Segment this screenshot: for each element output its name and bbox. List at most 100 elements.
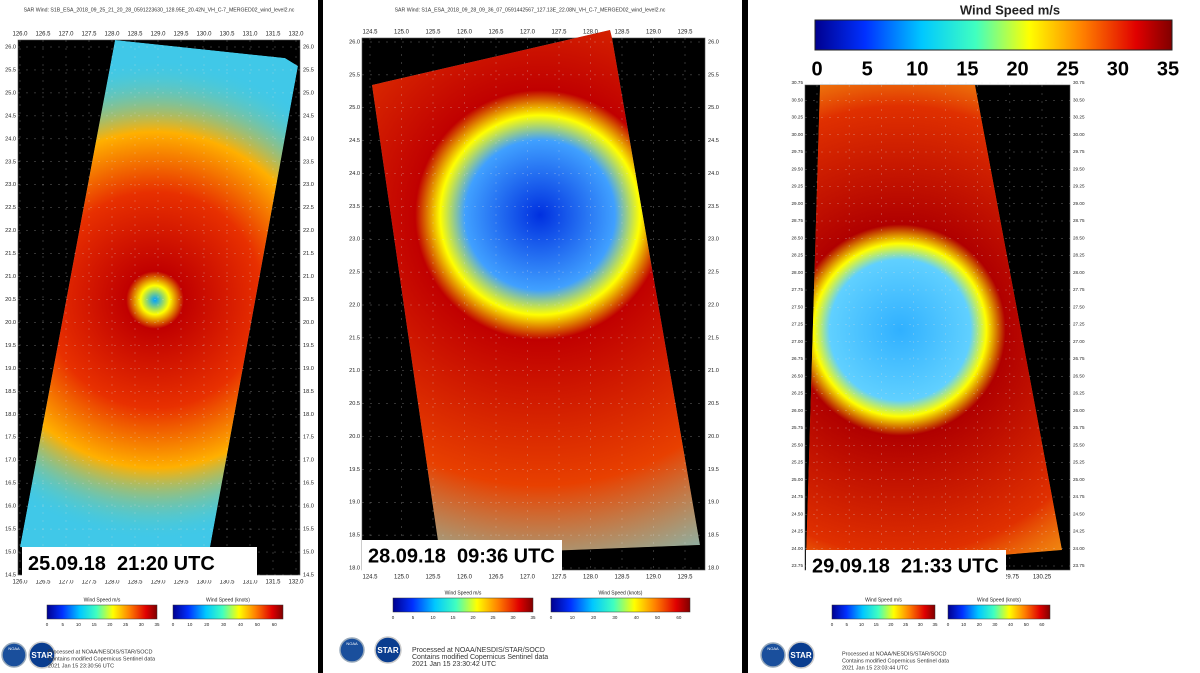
lat-tick-label: 25.00 (792, 477, 804, 482)
colorbar (947, 604, 1051, 620)
date-label: 25.09.18 21:20 UTC (28, 553, 215, 575)
lat-tick-label: 28.50 (792, 235, 804, 240)
lat-tick-label: 19.0 (303, 366, 314, 372)
legend-tick-label: 10 (906, 58, 928, 80)
lat-tick-label: 24.5 (5, 113, 16, 119)
lat-tick-label: 27.00 (1073, 339, 1085, 344)
lat-tick-label: 27.50 (792, 304, 804, 309)
star-logo (28, 641, 56, 669)
lat-tick-label: 25.0 (5, 90, 16, 96)
lon-tick-label: 132.0 (288, 580, 304, 586)
lon-tick-label: 129.0 (150, 32, 166, 38)
lon-tick-label: 129.5 (173, 580, 189, 586)
lat-tick-label: 24.25 (1073, 529, 1085, 534)
lat-tick-label: 30.75 (1073, 80, 1085, 85)
noaa-logo (1, 642, 27, 668)
colorbar-tick-label: 5 (412, 615, 415, 620)
colorbar-tick-label: 30 (992, 622, 998, 627)
footer-text: Contains modified Copernicus Sentinel da… (842, 658, 950, 664)
lat-tick-label: 26.0 (349, 39, 360, 45)
lat-tick-label: 27.50 (1073, 304, 1085, 309)
footer-text: 2021 Jan 15 23:30:56 UTC (48, 663, 114, 669)
lon-tick-label: 126.0 (457, 575, 473, 581)
sar-panel: SAR Wind: S1B_ESA_2018_09_25_21_20_28_05… (1, 7, 314, 669)
lon-tick-label: 128.5 (127, 580, 143, 586)
lon-tick-label: 128.0 (583, 30, 599, 36)
legend-tick-label: 25 (1057, 58, 1079, 80)
footer-text: 2021 Jan 15 23:03:44 UTC (842, 665, 908, 671)
lat-tick-label: 17.5 (303, 435, 314, 441)
lat-tick-label: 22.5 (303, 205, 314, 211)
lat-tick-label: 28.00 (792, 270, 804, 275)
legend-colorbar (814, 19, 1173, 51)
lon-tick-label: 128.5 (127, 32, 143, 38)
colorbar-tick-label: 35 (530, 615, 536, 620)
lat-tick-label: 25.0 (708, 105, 719, 111)
lat-tick-label: 25.75 (792, 425, 804, 430)
lat-tick-label: 20.0 (5, 320, 16, 326)
lat-tick-label: 18.0 (708, 565, 719, 571)
colorbar-title: Wind Speed (knots) (206, 597, 250, 603)
lon-tick-label: 126.5 (488, 575, 504, 581)
colorbar-tick-label: 0 (550, 615, 553, 620)
lon-tick-label: 128.5 (614, 575, 630, 581)
lat-tick-label: 24.5 (349, 138, 360, 144)
lat-tick-label: 15.0 (303, 550, 314, 556)
lat-tick-label: 29.00 (792, 201, 804, 206)
lat-tick-label: 22.0 (349, 302, 360, 308)
lat-tick-label: 23.5 (5, 159, 16, 165)
colorbar-title: Wind Speed m/s (84, 597, 121, 603)
lat-tick-label: 21.5 (303, 251, 314, 257)
lat-tick-label: 19.5 (5, 343, 16, 349)
lat-tick-label: 19.5 (708, 467, 719, 473)
lat-tick-label: 25.5 (349, 72, 360, 78)
colorbar-tick-label: 30 (612, 615, 618, 620)
lat-tick-label: 25.5 (708, 72, 719, 78)
noaa-logo (760, 642, 786, 668)
lat-tick-label: 17.0 (303, 458, 314, 464)
lat-tick-label: 27.00 (792, 339, 804, 344)
lon-tick-label: 126.5 (35, 580, 51, 586)
colorbar-tick-label: 50 (1024, 622, 1030, 627)
colorbar-tick-label: 5 (61, 622, 64, 627)
noaa-logo-text: NOAA (767, 646, 779, 651)
lon-tick-label: 128.0 (104, 580, 120, 586)
lat-tick-label: 22.0 (708, 302, 719, 308)
legend-tick-label: 5 (862, 58, 873, 80)
noaa-logo-text: NOAA (346, 641, 358, 646)
lon-tick-label: 132.0 (288, 32, 304, 38)
star-logo (787, 641, 815, 669)
lat-tick-label: 29.25 (1073, 184, 1085, 189)
colorbar-tick-label: 20 (591, 615, 597, 620)
lon-tick-label: 126.0 (12, 580, 28, 586)
lat-tick-label: 23.5 (349, 204, 360, 210)
sar-panel: SAR Wind: S1A_ESA_2018_09_28_09_36_07_05… (339, 7, 719, 668)
colorbar-tick-label: 10 (961, 622, 967, 627)
colorbar-tick-label: 10 (187, 622, 193, 627)
lat-tick-label: 24.0 (708, 171, 719, 177)
lat-tick-label: 26.75 (1073, 356, 1085, 361)
colorbar-tick-label: 40 (238, 622, 244, 627)
colorbar-tick-label: 15 (450, 615, 456, 620)
lat-tick-label: 16.0 (5, 504, 16, 510)
lon-tick-label: 127.0 (58, 580, 74, 586)
lat-tick-label: 20.0 (303, 320, 314, 326)
date-label: 29.09.18 21:33 UTC (812, 555, 999, 577)
lat-tick-label: 18.5 (5, 389, 16, 395)
lat-tick-label: 14.5 (303, 572, 314, 578)
lat-tick-label: 18.5 (708, 533, 719, 539)
lat-tick-label: 25.75 (1073, 425, 1085, 430)
lon-tick-label: 127.5 (81, 580, 97, 586)
lon-tick-label: 130.5 (219, 32, 235, 38)
lat-tick-label: 26.75 (792, 356, 804, 361)
lat-tick-label: 29.50 (792, 166, 804, 171)
lon-tick-label: 127.0 (520, 575, 536, 581)
colorbar-tick-label: 50 (655, 615, 661, 620)
lat-tick-label: 25.0 (349, 105, 360, 111)
lat-tick-label: 22.5 (349, 270, 360, 276)
colorbar-title: Wind Speed m/s (865, 597, 902, 603)
lon-tick-label: 125.0 (394, 30, 410, 36)
lat-tick-label: 29.75 (1073, 149, 1085, 154)
lat-tick-label: 15.0 (5, 550, 16, 556)
noaa-logo (339, 637, 365, 663)
